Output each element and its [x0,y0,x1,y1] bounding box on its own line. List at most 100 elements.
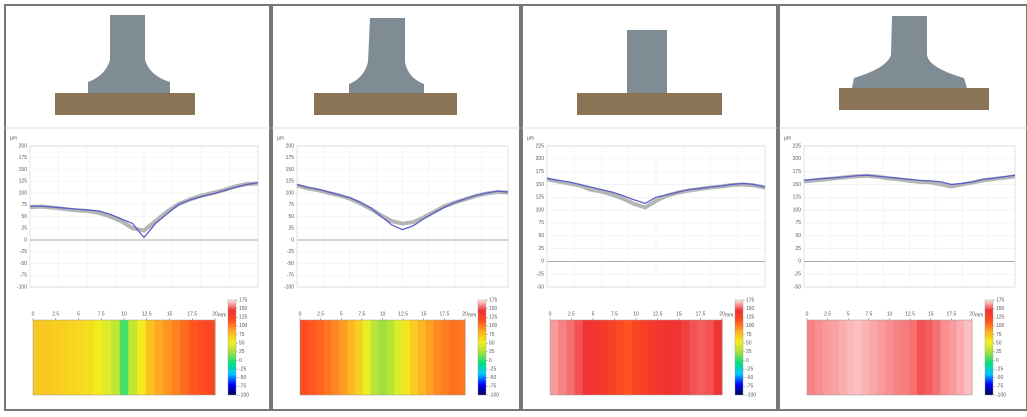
y-tick-label: 175 [286,155,295,161]
heatmap-cell [68,320,77,395]
tool-profile [852,16,967,88]
x-tick-label: 2.5 [568,311,575,317]
y-tick-label: -25 [287,249,294,255]
x-tick-label: 17.5 [187,311,197,317]
heatmap-cell [854,320,862,395]
y-tick-label: 50 [21,214,27,220]
x-unit: mm [725,312,733,318]
colorbar-label: -100 [996,392,1006,398]
panel: µm2001751501251007550250-25-50-75-100mm0… [272,5,520,410]
colorbar-label: 75 [489,332,495,338]
heatmap-cell [656,320,665,395]
heatmap-cell [714,320,723,395]
y-unit: µm [10,135,17,141]
y-unit: µm [784,135,791,141]
colorbar-label: -50 [996,375,1003,381]
y-tick-label: 25 [538,246,544,252]
x-unit: mm [468,312,476,318]
heatmap-cell [846,320,854,395]
x-tick-label: 7.5 [611,311,618,317]
heatmap-cell [870,320,878,395]
heatmap-cell [673,320,682,395]
colorbar [228,300,236,395]
x-tick-label: 10 [633,311,639,317]
colorbar-label: 50 [746,341,752,347]
x-unit: mm [218,312,226,318]
x-tick-label: 5 [340,311,343,317]
heatmap-cell [324,320,332,395]
heatmap-cell [154,320,163,395]
y-tick-label: 25 [288,226,294,232]
heatmap-cell [146,320,155,395]
colorbar [985,300,993,395]
heatmap-cell [102,320,111,395]
x-tick-label: 17.5 [440,311,450,317]
colorbar-label: 0 [489,358,492,364]
heatmap-cell [363,320,371,395]
heatmap-cell [402,320,410,395]
y-tick-label: 150 [19,167,28,173]
y-tick-label: 0 [291,237,294,243]
heatmap-cell [347,320,355,395]
heatmap-cell [901,320,909,395]
heatmap-cell [697,320,706,395]
heatmap-cell [599,320,608,395]
heatmap-cell [128,320,137,395]
y-tick-label: 125 [536,195,545,201]
y-tick-label: 125 [19,179,28,185]
x-tick-label: 15 [928,311,934,317]
heatmap-cell [815,320,823,395]
y-unit: µm [277,135,284,141]
colorbar-label: 125 [746,315,755,321]
heatmap-cell [33,320,42,395]
y-tick-label: 150 [793,182,802,188]
heatmap-cell [689,320,698,395]
colorbar-label: -50 [746,375,753,381]
x-tick-label: 20 [969,311,975,317]
y-tick-label: 100 [793,207,802,213]
colorbar-label: 150 [239,306,248,312]
substrate [314,93,457,115]
x-tick-label: 17.5 [947,311,957,317]
heatmap-cell [331,320,339,395]
colorbar-label: 50 [489,341,495,347]
colorbar-label: -75 [996,384,1003,390]
y-tick-label: 125 [286,179,295,185]
colorbar-label: 150 [746,306,755,312]
colorbar-label: 75 [996,332,1002,338]
colorbar-label: 175 [489,297,498,303]
y-tick-label: 75 [288,202,294,208]
heatmap-cell [886,320,894,395]
x-tick-label: 5 [77,311,80,317]
y-tick-label: -25 [20,249,27,255]
x-tick-label: 5 [592,311,595,317]
heatmap-cell [933,320,941,395]
y-tick-label: 225 [536,143,545,149]
heatmap-cell [591,320,600,395]
heatmap-cell [632,320,641,395]
y-tick-label: 75 [795,220,801,226]
heatmap-cell [172,320,181,395]
heatmap-cell [838,320,846,395]
heatmap-cell [111,320,120,395]
x-tick-label: 0 [299,311,302,317]
heatmap-cell [964,320,972,395]
y-tick-label: 75 [538,220,544,226]
y-tick-label: 0 [798,259,801,265]
colorbar-label: -25 [489,366,496,372]
colorbar-label: 0 [239,358,242,364]
y-tick-label: -100 [284,284,294,290]
x-tick-label: 10 [887,311,893,317]
heatmap-cell [893,320,901,395]
colorbar-label: 25 [996,349,1002,355]
colorbar-label: 100 [489,323,498,329]
x-tick-label: 2.5 [52,311,59,317]
y-tick-label: 75 [21,202,27,208]
heatmap-cell [120,320,129,395]
heatmap-cell [624,320,633,395]
colorbar [478,300,486,395]
tool-profile [88,15,170,93]
x-tick-label: 15 [676,311,682,317]
x-tick-label: 15 [167,311,173,317]
heatmap-cell [379,320,387,395]
